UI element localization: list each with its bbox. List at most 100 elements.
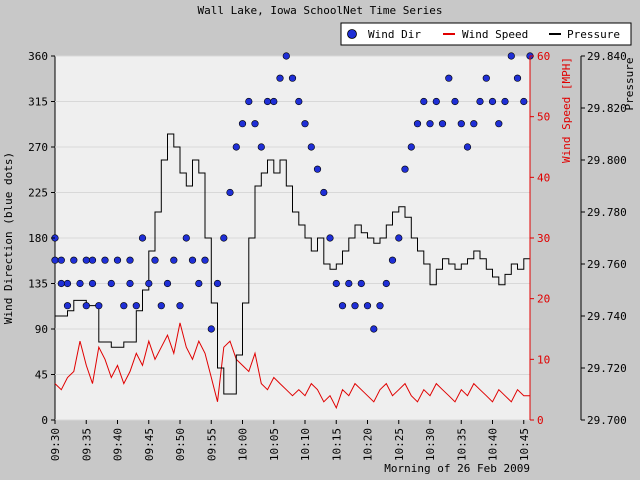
time-tick-label: 10:40 [487,428,500,461]
wind-dir-point [407,143,415,151]
time-tick-label: 10:25 [393,428,406,461]
wind-dir-point [370,325,378,333]
wind-dir-axis: 0 45 90 135 180 225 270 315 360 [28,50,55,427]
wind-dir-point [426,120,434,128]
wind-dir-tick-label: 225 [28,187,48,200]
wind-dir-point [101,256,109,264]
grid [55,55,530,421]
wind-dir-point [76,279,84,288]
wind-dir-point [357,279,365,288]
wind-dir-point [326,234,334,242]
wind-dir-point [495,120,503,128]
time-tick-label: 10:15 [330,428,343,461]
wind-dir-point [213,279,222,288]
time-tick-label: 10:05 [268,428,281,461]
wind-dir-point [282,52,290,60]
wind-dir-point [188,256,197,264]
wind-dir-point [207,325,215,333]
wind-dir-point [438,120,447,128]
legend-wind-dir-marker [347,29,357,39]
wind-dir-point [388,256,397,264]
ylabel-wind-direction: Wind Direction (blue dots) [2,152,15,324]
wind-speed-tick-label: 0 [537,414,544,427]
legend-wind-dir-label: Wind Dir [368,28,421,41]
wind-dir-point [470,120,478,128]
wind-dir-point [232,143,240,151]
wind-speed-tick-label: 10 [537,353,550,366]
time-tick-label: 10:45 [518,428,531,461]
wind-dir-point [476,97,484,106]
chart-title: Wall Lake, Iowa SchoolNet Time Series [197,4,442,17]
wind-dir-point [151,256,159,264]
wind-speed-tick-label: 50 [537,111,550,124]
wind-dir-point [126,256,134,264]
wind-dir-point [57,256,65,264]
wind-dir-point [451,97,459,106]
wind-dir-point [338,302,347,310]
wind-dir-tick-label: 180 [28,232,48,245]
pressure-tick-label: 29.820 [587,102,627,115]
wind-dir-point [313,165,322,173]
wind-dir-point [413,120,422,128]
wind-dir-point [520,97,528,106]
wind-dir-point [445,74,453,82]
wind-dir-point [57,279,65,288]
legend: Wind Dir Wind Speed Pressure [340,22,632,46]
wind-dir-point [251,120,259,128]
wind-dir-point [457,120,465,128]
wind-dir-point [126,279,134,288]
legend-wind-speed-label: Wind Speed [462,28,528,41]
wind-dir-point [63,302,72,310]
time-tick-label: 09:55 [205,428,218,461]
wind-dir-tick-label: 315 [28,96,48,109]
legend-pressure-label: Pressure [567,28,620,41]
pressure-tick-label: 29.760 [587,258,627,271]
wind-dir-point [132,302,140,310]
wind-dir-point [288,74,297,82]
wind-dir-point [120,302,128,310]
wind-speed-tick-label: 40 [537,171,550,184]
wind-speed-line [54,322,530,410]
wind-dir-point [420,97,428,106]
wind-dir-point [220,234,228,242]
wind-dir-point [176,302,184,310]
pressure-tick-label: 29.840 [587,50,627,63]
wind-dir-point [88,256,97,264]
wind-dir-point [382,279,390,288]
wind-dir-point [351,302,359,310]
wind-dir-point [345,279,353,288]
wind-dir-point [401,165,409,173]
pressure-axis: 29.700 29.720 29.740 29.760 29.780 29.800 29.8… [580,50,627,427]
wind-dir-point [195,279,203,288]
time-tick-label: 10:30 [424,428,437,461]
wind-dir-point [482,74,490,82]
time-tick-label: 09:50 [174,428,187,461]
wind-dir-point [157,302,165,310]
wind-speed-series [54,322,530,410]
time-tick-label: 10:20 [362,428,375,461]
wind-dir-point [332,279,340,288]
wind-dir-point [238,120,247,128]
wind-dir-tick-label: 135 [28,278,48,291]
wind-dir-series [51,52,534,333]
wind-dir-point [245,97,253,106]
time-tick-label: 10:00 [237,428,250,461]
pressure-tick-label: 29.700 [587,414,627,427]
time-tick-label: 09:30 [49,428,62,461]
wind-dir-point [145,279,153,288]
wind-dir-point [70,256,78,264]
wind-speed-axis: 0 10 20 30 40 50 60 [529,50,550,427]
wind-speed-tick-label: 30 [537,232,550,245]
time-tick-label: 10:10 [299,428,312,461]
wind-dir-tick-label: 0 [41,414,48,427]
wind-dir-point [182,234,190,242]
wind-dir-point [63,279,72,288]
wind-dir-point [432,97,440,106]
wind-dir-point [513,74,522,82]
wind-dir-point [113,256,122,264]
time-tick-label: 09:40 [112,428,125,461]
pressure-tick-label: 29.780 [587,206,627,219]
pressure-line [55,133,531,395]
wind-dir-point [51,256,59,264]
